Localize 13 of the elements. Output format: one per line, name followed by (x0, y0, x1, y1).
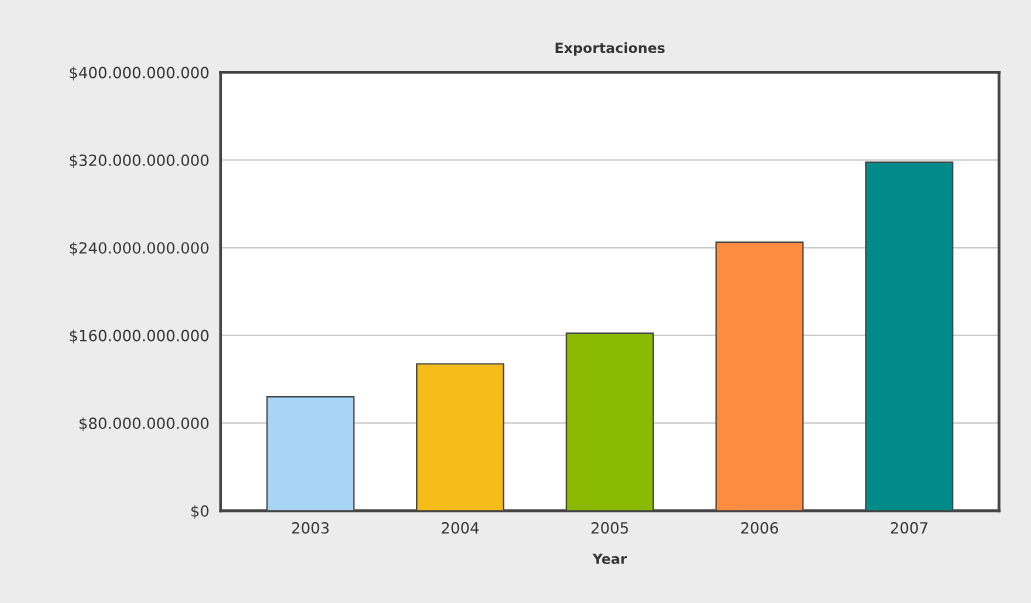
x-tick-label: 2007 (890, 522, 928, 534)
x-tick-label: 2006 (741, 522, 779, 534)
x-tick-label: 2004 (441, 522, 479, 534)
y-tick-label: $80.000.000.000 (79, 417, 209, 432)
x-tick-label: 2005 (591, 522, 628, 534)
y-tick-label: $240.000.000.000 (69, 241, 209, 256)
chart-title: Exportaciones (555, 42, 665, 56)
y-tick-label: $400.000.000.000 (69, 66, 209, 81)
y-tick-label: $160.000.000.000 (69, 329, 209, 344)
x-axis-title: Year (592, 553, 628, 565)
y-tick-label: $0 (191, 504, 209, 519)
x-tick-label: 2003 (292, 522, 329, 534)
y-tick-label: $320.000.000.000 (69, 154, 209, 169)
